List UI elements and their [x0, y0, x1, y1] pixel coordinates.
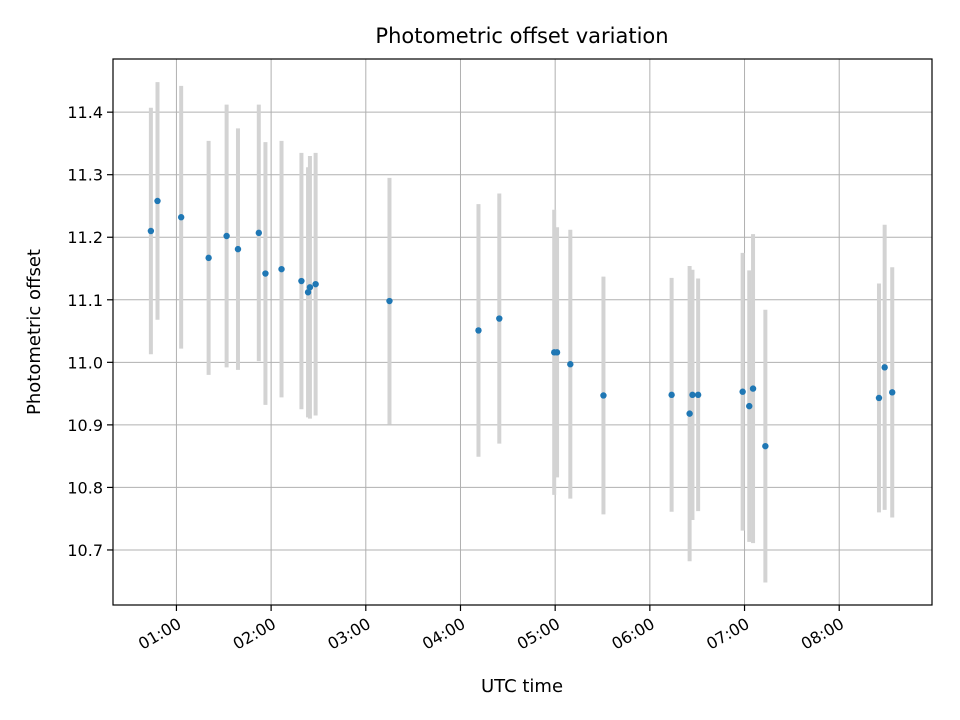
data-point	[762, 442, 769, 450]
data-point	[312, 280, 319, 288]
chart-title: Photometric offset variation	[375, 24, 668, 48]
data-point	[553, 349, 561, 356]
y-tick-label: 11.2	[67, 228, 103, 247]
data-point	[177, 214, 185, 221]
data-point	[881, 364, 888, 371]
data-point	[278, 265, 285, 273]
y-tick-label: 10.9	[67, 416, 103, 435]
data-point	[223, 232, 230, 240]
data-point	[147, 227, 155, 235]
data-point	[386, 297, 393, 305]
y-tick-label: 11.3	[67, 166, 103, 185]
data-point	[154, 197, 161, 205]
data-point	[234, 245, 242, 253]
y-tick-label: 10.7	[67, 541, 103, 560]
data-point	[298, 277, 305, 285]
plot-area	[113, 59, 932, 605]
data-point	[205, 254, 212, 262]
data-point	[694, 391, 702, 399]
data-point	[600, 392, 607, 399]
y-axis-ticks: 10.7 10.8 10.9 11.0 11.1 11.2 11.3 11.4	[67, 103, 113, 560]
data-point	[689, 391, 696, 399]
data-point	[262, 270, 269, 277]
y-tick-label: 11.1	[67, 291, 103, 310]
data-point	[496, 315, 503, 322]
data-point	[746, 402, 753, 410]
data-point	[889, 389, 896, 396]
data-point	[686, 410, 693, 417]
y-tick-label: 11.0	[67, 353, 103, 372]
data-point	[749, 385, 757, 392]
data-point	[255, 229, 263, 237]
data-points	[147, 197, 896, 450]
y-tick-label: 10.8	[67, 478, 103, 497]
plot-frame	[112, 58, 933, 606]
data-point	[304, 289, 312, 296]
y-tick-label: 11.4	[67, 103, 103, 122]
data-point	[567, 361, 574, 368]
data-point	[739, 388, 746, 395]
grid-lines	[113, 59, 932, 605]
data-point	[475, 327, 482, 334]
data-point	[875, 394, 883, 402]
x-axis-title: UTC time	[481, 676, 563, 697]
data-point	[668, 391, 675, 399]
y-axis-title: Photometric offset	[24, 249, 45, 415]
data-point	[306, 284, 314, 291]
